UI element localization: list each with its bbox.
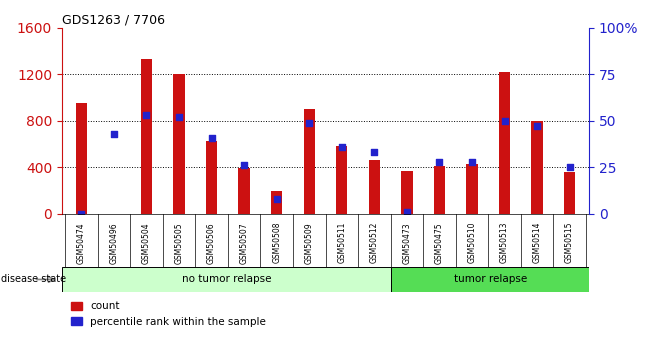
Text: GSM50505: GSM50505	[174, 222, 184, 264]
Text: tumor relapse: tumor relapse	[454, 275, 527, 284]
Point	[434, 159, 445, 165]
Point	[206, 135, 217, 140]
Point	[402, 209, 412, 215]
Text: GSM50507: GSM50507	[240, 222, 249, 264]
Text: GSM50515: GSM50515	[565, 222, 574, 264]
Bar	[336, 146, 348, 214]
Bar	[271, 190, 283, 214]
Point	[76, 211, 87, 217]
Bar	[303, 109, 315, 214]
Bar	[206, 140, 217, 214]
Text: GSM50512: GSM50512	[370, 222, 379, 263]
Text: GSM50496: GSM50496	[109, 222, 118, 264]
Point	[564, 165, 575, 170]
Point	[369, 150, 380, 155]
Point	[532, 124, 542, 129]
Bar	[401, 171, 413, 214]
Text: GSM50508: GSM50508	[272, 222, 281, 264]
Text: GDS1263 / 7706: GDS1263 / 7706	[62, 13, 165, 27]
Point	[337, 144, 347, 150]
Point	[239, 163, 249, 168]
Point	[499, 118, 510, 124]
Bar	[76, 103, 87, 214]
Bar	[368, 160, 380, 214]
Text: no tumor relapse: no tumor relapse	[182, 275, 271, 284]
FancyBboxPatch shape	[391, 267, 589, 292]
Point	[109, 131, 119, 137]
Text: GSM50513: GSM50513	[500, 222, 509, 264]
Text: GSM50474: GSM50474	[77, 222, 86, 264]
Text: GSM50475: GSM50475	[435, 222, 444, 264]
Point	[271, 196, 282, 202]
Bar	[173, 74, 185, 214]
Point	[467, 159, 477, 165]
Bar	[531, 121, 543, 214]
Text: GSM50510: GSM50510	[467, 222, 477, 264]
FancyBboxPatch shape	[62, 267, 391, 292]
Bar	[141, 59, 152, 214]
Point	[174, 114, 184, 120]
Bar	[499, 72, 510, 214]
Text: GSM50511: GSM50511	[337, 222, 346, 263]
Point	[141, 112, 152, 118]
Text: disease state: disease state	[1, 275, 66, 284]
Bar	[238, 168, 250, 214]
Text: GSM50509: GSM50509	[305, 222, 314, 264]
Bar	[564, 172, 575, 214]
Text: GSM50473: GSM50473	[402, 222, 411, 264]
Bar	[466, 164, 478, 214]
Text: GSM50506: GSM50506	[207, 222, 216, 264]
Bar	[434, 166, 445, 214]
Text: GSM50504: GSM50504	[142, 222, 151, 264]
Point	[304, 120, 314, 125]
Legend: count, percentile rank within the sample: count, percentile rank within the sample	[67, 297, 270, 331]
Text: GSM50514: GSM50514	[533, 222, 542, 264]
